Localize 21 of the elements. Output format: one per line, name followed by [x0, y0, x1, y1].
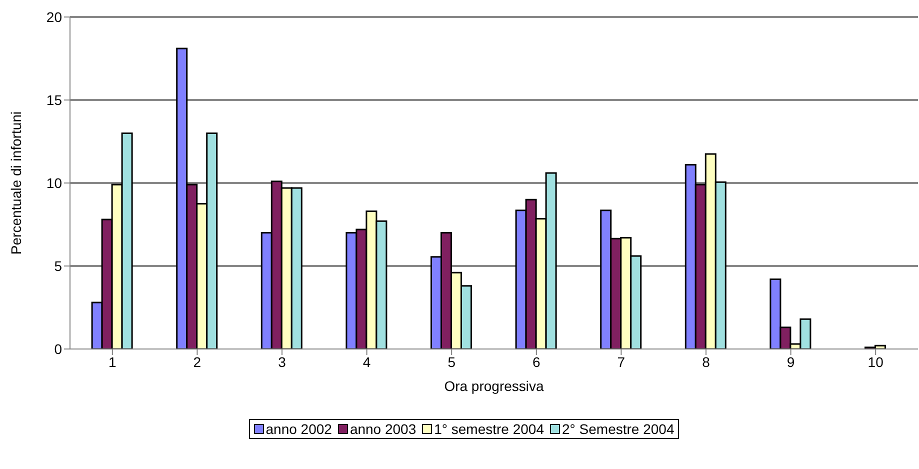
x-tick-label: 9	[786, 354, 795, 370]
x-tick-label: 5	[448, 354, 456, 370]
x-tick-label: 4	[362, 354, 371, 370]
x-tick-label: 3	[278, 354, 286, 370]
x-tick-label: 6	[532, 354, 540, 370]
y-axis-title: Percentuale di infortuni	[8, 111, 24, 255]
x-axis-title: Ora progressiva	[444, 378, 544, 394]
legend-label: anno 2002	[264, 421, 332, 437]
legend-label: 2° Semestre 2004	[561, 421, 674, 437]
y-tick-label: 10	[46, 174, 62, 191]
x-tick-label: 1	[108, 354, 116, 370]
x-tick-label: 2	[193, 354, 202, 370]
x-tick-label: 7	[617, 354, 626, 370]
y-tick-label: 5	[54, 258, 62, 274]
legend-label: anno 2003	[348, 421, 416, 437]
x-tick-label: 8	[702, 354, 710, 370]
legend-label: 1° semestre 2004	[433, 421, 544, 437]
y-tick-label: 0	[54, 340, 62, 357]
y-tick-label: 20	[46, 8, 62, 25]
x-tick-label: 10	[868, 354, 884, 370]
y-tick-label: 15	[46, 92, 62, 108]
